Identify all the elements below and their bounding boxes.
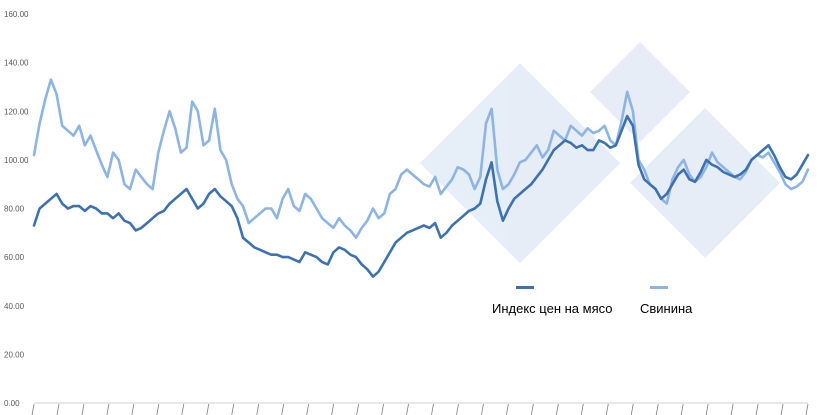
x-tick-mark bbox=[481, 403, 484, 415]
y-tick-label: 40.00 bbox=[4, 302, 25, 311]
x-tick-mark bbox=[281, 403, 285, 415]
x-tick-mark bbox=[256, 403, 260, 415]
x-tick-mark bbox=[206, 403, 210, 415]
x-tick-mark bbox=[381, 403, 384, 415]
x-tick-mark bbox=[56, 403, 60, 415]
x-tick-mark bbox=[530, 403, 534, 415]
x-tick-mark bbox=[505, 403, 509, 415]
x-tick-mark bbox=[655, 403, 659, 415]
y-tick-label: 60.00 bbox=[4, 253, 25, 262]
legend-swatch-meat-index bbox=[516, 286, 534, 289]
x-tick-mark bbox=[306, 403, 310, 415]
legend-label-pork: Свинина bbox=[640, 301, 693, 316]
y-tick-label: 160.00 bbox=[4, 10, 29, 19]
x-tick-mark bbox=[605, 403, 609, 415]
x-tick-mark bbox=[156, 403, 160, 415]
y-axis: 0.00 20.00 40.00 60.00 80.00 100.00 120.00 140.… bbox=[4, 10, 29, 408]
x-tick-mark bbox=[630, 403, 634, 415]
x-tick-mark bbox=[755, 403, 759, 415]
x-tick-mark bbox=[431, 403, 434, 415]
x-axis bbox=[31, 402, 809, 415]
x-tick-mark bbox=[705, 403, 709, 415]
legend-label-meat-index: Индекс цен на мясо bbox=[492, 301, 613, 316]
x-tick-mark bbox=[181, 403, 185, 415]
y-tick-label: 80.00 bbox=[4, 205, 25, 214]
x-tick-mark bbox=[231, 403, 235, 415]
x-tick-mark bbox=[730, 403, 734, 415]
series-layer bbox=[32, 78, 810, 278]
x-tick-mark bbox=[106, 403, 110, 415]
y-tick-label: 100.00 bbox=[4, 156, 29, 165]
y-tick-label: 140.00 bbox=[4, 59, 29, 68]
x-tick-mark bbox=[131, 403, 135, 415]
legend-swatch-pork bbox=[650, 286, 668, 289]
x-tick-mark bbox=[680, 403, 684, 415]
x-tick-mark bbox=[555, 403, 559, 415]
series-line-pork bbox=[32, 78, 810, 239]
series-line-meat-index bbox=[32, 114, 810, 278]
x-tick-mark bbox=[580, 403, 584, 415]
x-tick-mark bbox=[780, 403, 784, 415]
x-tick-mark bbox=[356, 403, 359, 415]
watermark-logo bbox=[420, 42, 780, 263]
y-tick-label: 0.00 bbox=[4, 399, 20, 408]
x-tick-mark bbox=[805, 403, 809, 415]
x-tick-mark bbox=[456, 403, 459, 415]
x-tick-mark bbox=[406, 403, 409, 415]
y-tick-label: 120.00 bbox=[4, 107, 29, 116]
x-tick-mark bbox=[31, 403, 35, 415]
x-tick-mark bbox=[331, 403, 335, 415]
x-tick-mark bbox=[81, 403, 85, 415]
y-tick-label: 20.00 bbox=[4, 350, 25, 359]
